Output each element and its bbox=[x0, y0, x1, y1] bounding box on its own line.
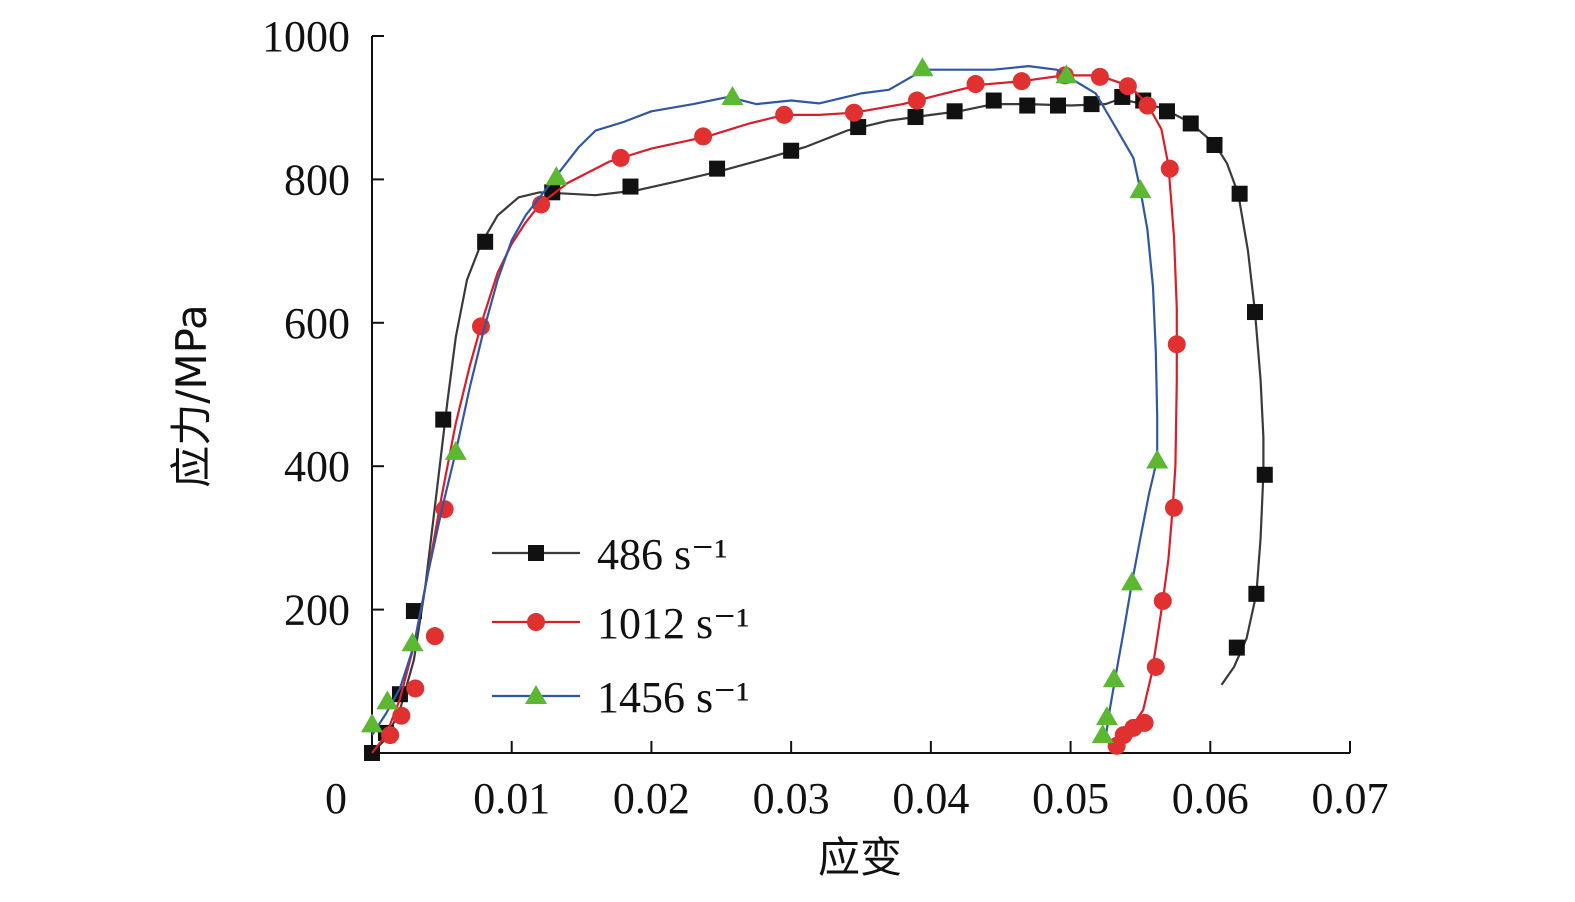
data-point bbox=[946, 103, 963, 120]
legend-item: 486 s⁻¹ bbox=[492, 530, 728, 579]
data-point bbox=[477, 233, 494, 250]
data-point bbox=[1083, 96, 1100, 113]
data-point bbox=[381, 726, 400, 745]
data-point bbox=[1146, 449, 1169, 469]
data-point bbox=[1095, 706, 1118, 726]
data-point bbox=[405, 603, 422, 620]
x-tick-label: 0.05 bbox=[1032, 774, 1109, 823]
data-point bbox=[406, 679, 425, 698]
legend-marker bbox=[525, 685, 547, 704]
data-point bbox=[545, 166, 568, 186]
series-line bbox=[371, 74, 1178, 754]
y-tick-label: 1000 bbox=[262, 12, 350, 61]
data-point bbox=[1090, 67, 1109, 86]
data-point bbox=[1153, 591, 1172, 610]
data-point bbox=[425, 627, 444, 646]
data-point bbox=[985, 92, 1002, 109]
data-point bbox=[783, 142, 800, 159]
legend-marker bbox=[528, 545, 544, 561]
data-point bbox=[1248, 585, 1265, 602]
series-line bbox=[371, 64, 1159, 739]
x-tick-label: 0.06 bbox=[1172, 774, 1249, 823]
y-tick-label: 800 bbox=[284, 155, 350, 204]
data-point bbox=[1121, 571, 1144, 591]
data-point bbox=[444, 440, 467, 460]
legend-item: 1456 s⁻¹ bbox=[492, 673, 750, 722]
data-point bbox=[907, 109, 924, 126]
data-point bbox=[1206, 136, 1223, 153]
data-point bbox=[361, 713, 383, 733]
data-point bbox=[1246, 304, 1263, 321]
x-axis-label: 应变 bbox=[818, 833, 902, 882]
data-point bbox=[1138, 96, 1157, 115]
data-point bbox=[775, 105, 794, 124]
data-point bbox=[709, 160, 726, 177]
series-0 bbox=[364, 88, 1273, 761]
data-point bbox=[1146, 657, 1165, 676]
legend-label: 1456 s⁻¹ bbox=[597, 673, 750, 722]
series-1 bbox=[371, 66, 1186, 755]
data-point bbox=[1102, 668, 1125, 688]
data-point bbox=[845, 103, 864, 122]
data-point bbox=[1012, 72, 1031, 91]
y-axis-label: 应力/MPa bbox=[167, 304, 216, 488]
data-point bbox=[1091, 724, 1114, 744]
data-point bbox=[1231, 185, 1248, 202]
data-point bbox=[1055, 64, 1078, 84]
data-point bbox=[611, 148, 630, 167]
series-line bbox=[371, 97, 1265, 754]
data-point bbox=[544, 184, 561, 201]
data-point bbox=[376, 690, 399, 710]
x-tick-label: 0.04 bbox=[892, 774, 969, 823]
data-point bbox=[391, 686, 408, 703]
data-point bbox=[392, 706, 411, 725]
data-point bbox=[850, 119, 867, 136]
data-point bbox=[1182, 115, 1199, 132]
x-tick-label: 0 bbox=[325, 774, 347, 823]
legend-marker bbox=[527, 613, 545, 631]
data-point bbox=[622, 178, 639, 195]
data-point bbox=[911, 57, 934, 77]
data-point bbox=[1118, 77, 1137, 96]
data-point bbox=[1160, 159, 1179, 178]
data-point bbox=[966, 75, 985, 94]
y-tick-label: 600 bbox=[284, 299, 350, 348]
data-point bbox=[1167, 335, 1186, 354]
x-tick-label: 0.01 bbox=[473, 774, 550, 823]
series-layer bbox=[361, 57, 1273, 761]
data-point bbox=[1158, 103, 1175, 120]
legend: 486 s⁻¹ 1012 s⁻¹ 1456 s⁻¹ bbox=[492, 530, 750, 722]
data-point bbox=[1019, 97, 1036, 114]
series-2 bbox=[361, 57, 1169, 744]
legend-label: 486 s⁻¹ bbox=[597, 530, 728, 579]
data-point bbox=[694, 127, 713, 146]
y-tick-label: 400 bbox=[284, 442, 350, 491]
legend-label: 1012 s⁻¹ bbox=[597, 599, 750, 648]
data-point bbox=[435, 411, 452, 428]
legend-item: 1012 s⁻¹ bbox=[492, 599, 750, 648]
data-point bbox=[1228, 639, 1245, 656]
data-point bbox=[721, 85, 744, 105]
data-point bbox=[1164, 498, 1183, 517]
data-point bbox=[907, 91, 926, 110]
data-point bbox=[435, 500, 454, 519]
x-tick-label: 0.02 bbox=[613, 774, 690, 823]
data-point bbox=[1129, 179, 1152, 199]
y-tick-label: 200 bbox=[284, 586, 350, 635]
data-point bbox=[1049, 97, 1066, 114]
x-tick-label: 0.03 bbox=[753, 774, 830, 823]
data-point bbox=[401, 632, 424, 652]
x-tick-label: 0.07 bbox=[1312, 774, 1389, 823]
data-point bbox=[1256, 466, 1273, 483]
axes: 0 0.01 0.02 0.03 0.04 0.05 0.06 0.07 200 400 600 80… bbox=[262, 12, 1389, 823]
